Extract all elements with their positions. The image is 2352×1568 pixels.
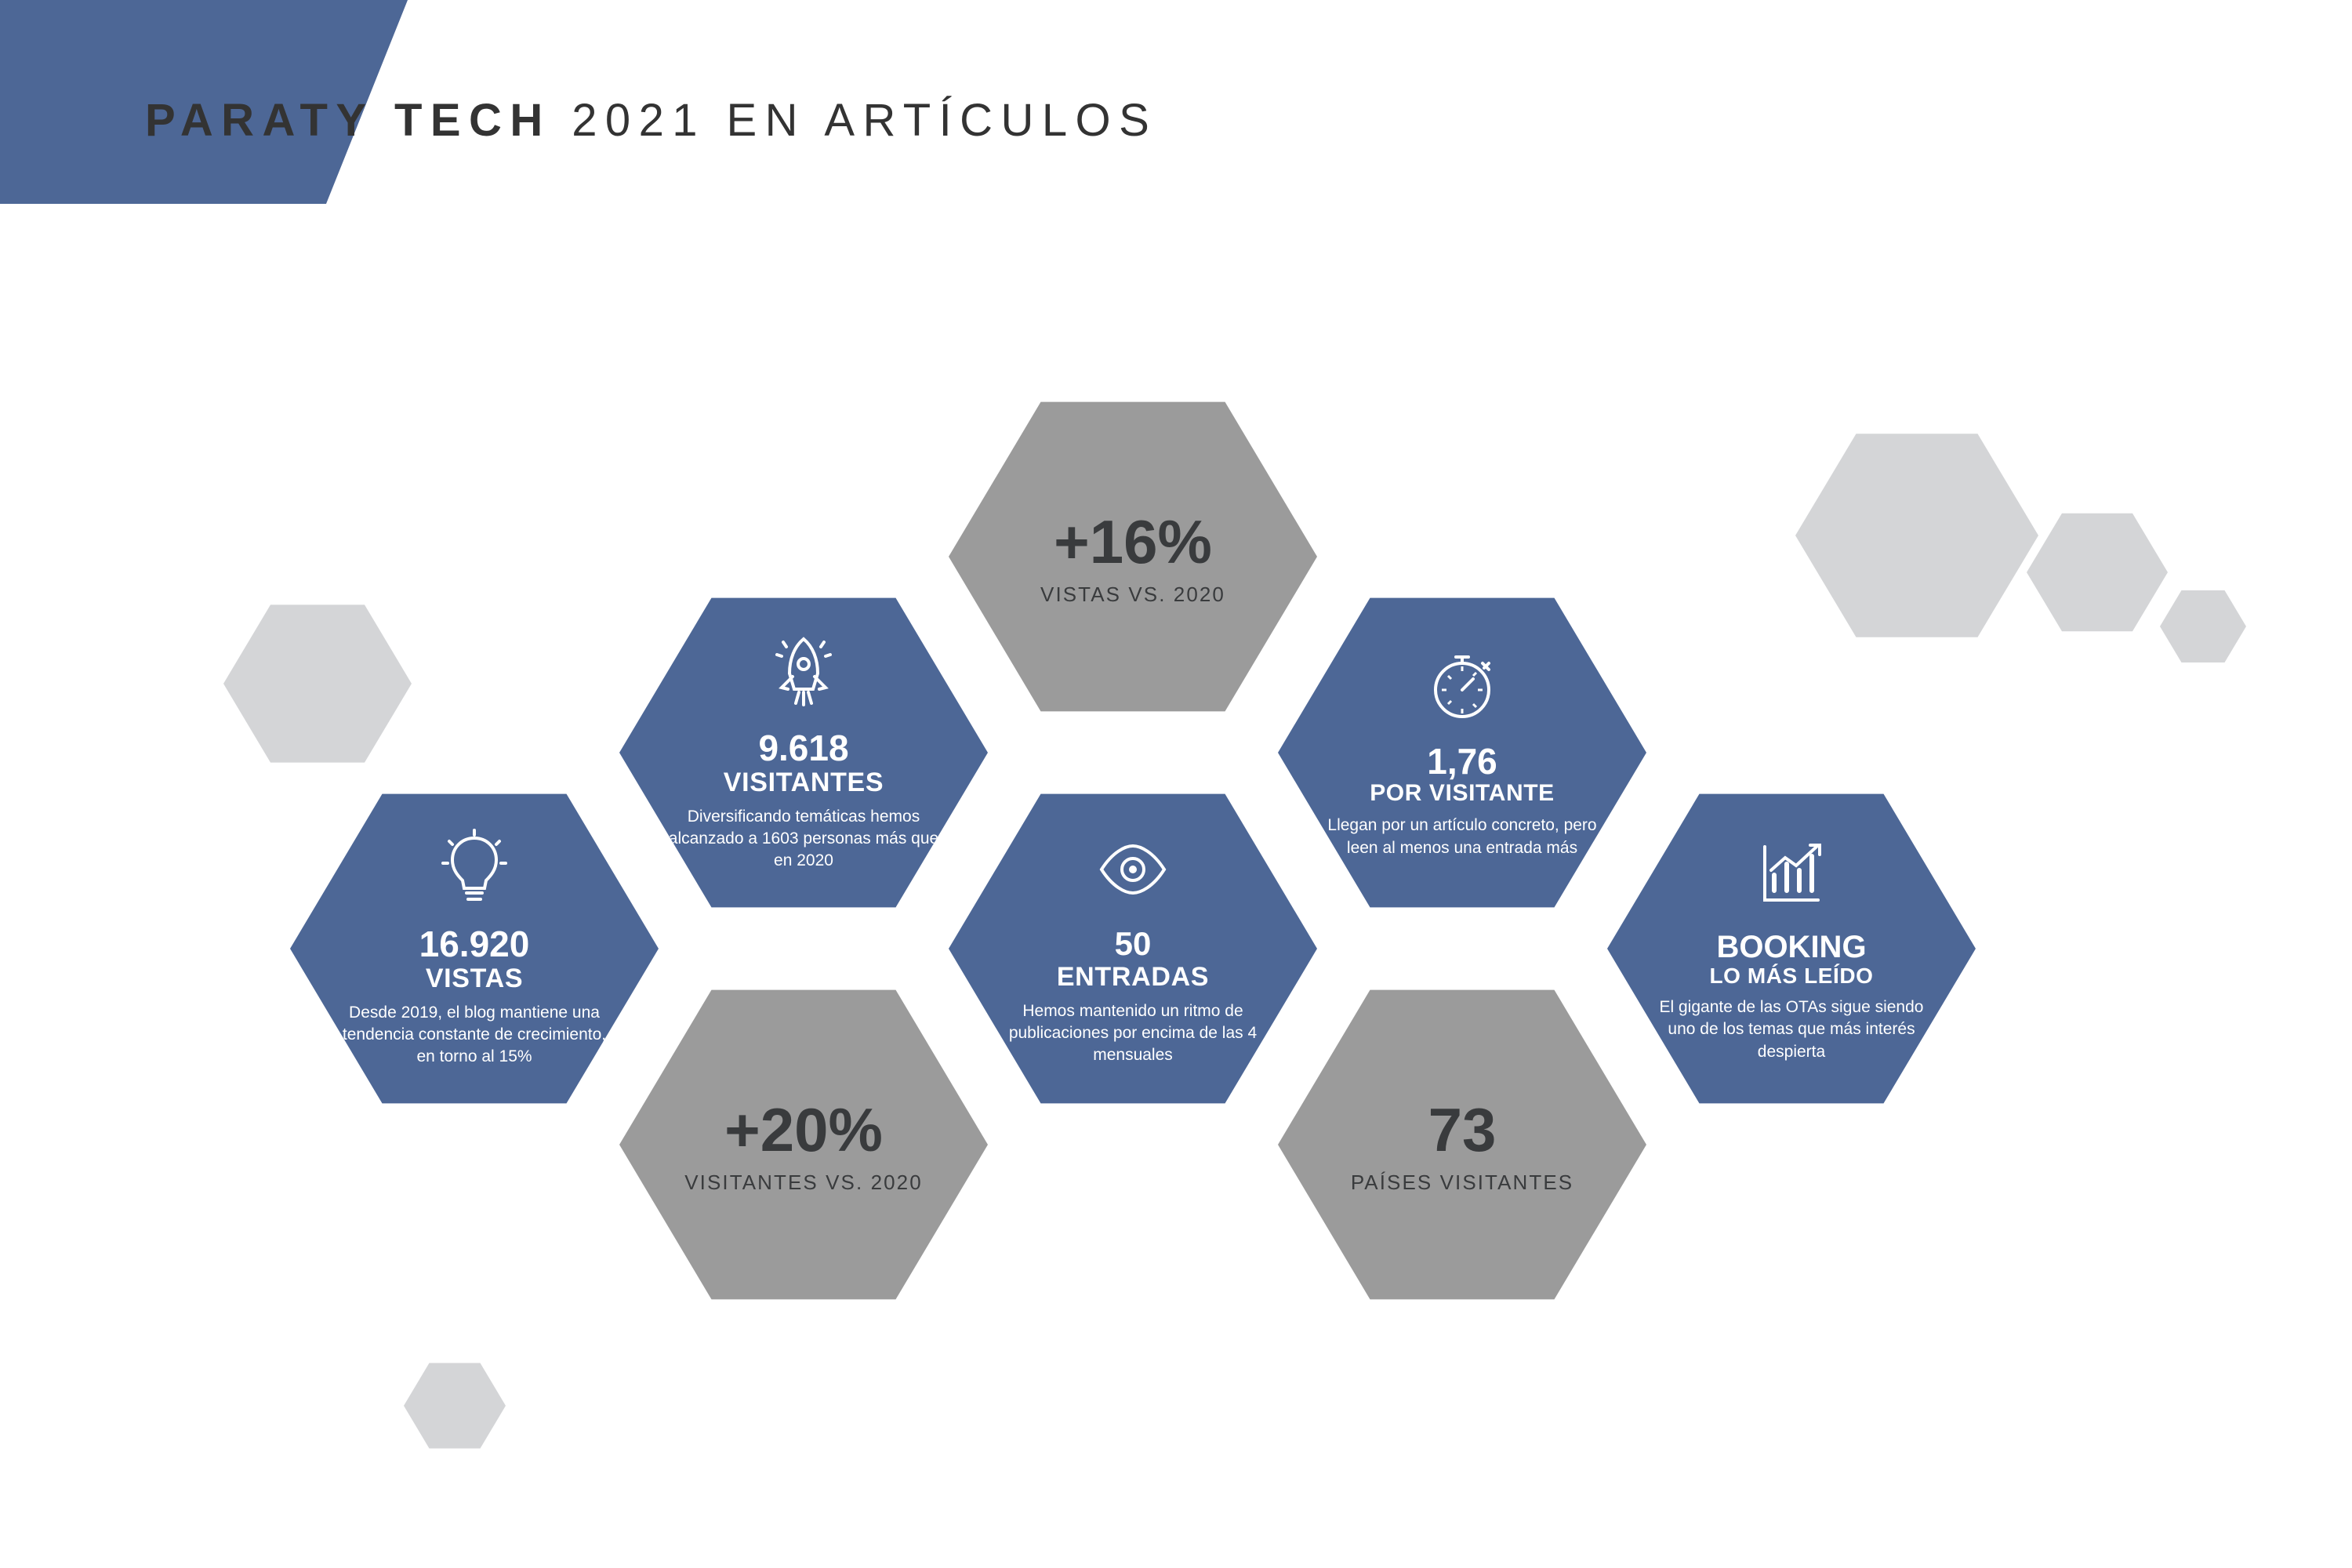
eye-icon bbox=[1094, 830, 1172, 913]
stat-desc: Diversificando temáticas hemos alcanzado… bbox=[662, 806, 945, 873]
deco-hex bbox=[2160, 588, 2246, 665]
stat-value: +16% bbox=[1054, 506, 1212, 578]
hex-por-visitante: 1,76 POR VISITANTE Llegan por un artícul… bbox=[1278, 588, 1646, 917]
deco-hex bbox=[2027, 510, 2168, 635]
hex-paises: 73 PAÍSES VISITANTES bbox=[1278, 980, 1646, 1309]
lightbulb-icon bbox=[435, 829, 514, 911]
hex-booking: BOOKING LO MÁS LEÍDO El gigante de las O… bbox=[1607, 784, 1976, 1113]
stat-value: 50 bbox=[1115, 927, 1152, 961]
title-bold: PARATY TECH bbox=[145, 95, 551, 146]
rocket-icon bbox=[764, 633, 843, 715]
stat-sublabel: VISTAS VS. 2020 bbox=[1040, 583, 1225, 607]
stat-label: LO MÁS LEÍDO bbox=[1710, 964, 1874, 989]
stat-desc: Hemos mantenido un ritmo de publicacione… bbox=[992, 1000, 1274, 1067]
stat-value: 73 bbox=[1428, 1094, 1497, 1166]
stat-label: VISITANTES bbox=[724, 768, 884, 798]
stat-sublabel: VISITANTES VS. 2020 bbox=[684, 1171, 922, 1195]
hex-vistas: 16.920 VISTAS Desde 2019, el blog mantie… bbox=[290, 784, 659, 1113]
stat-value: 9.618 bbox=[758, 729, 848, 767]
stat-sublabel: PAÍSES VISITANTES bbox=[1351, 1171, 1573, 1195]
page-title: PARATY TECH 2021 EN ARTÍCULOS bbox=[145, 94, 1157, 147]
deco-hex bbox=[404, 1360, 506, 1451]
stat-value: +20% bbox=[724, 1094, 883, 1166]
stat-value: 16.920 bbox=[419, 925, 530, 963]
stat-label: ENTRADAS bbox=[1057, 962, 1209, 993]
hex-visitantes-pct: +20% VISITANTES VS. 2020 bbox=[619, 980, 988, 1309]
hex-vistas-pct: +16% VISTAS VS. 2020 bbox=[949, 392, 1317, 721]
stat-label: POR VISITANTE bbox=[1370, 780, 1555, 807]
stopwatch-icon bbox=[1423, 646, 1501, 728]
stat-desc: Llegan por un artículo concreto, pero le… bbox=[1321, 815, 1603, 859]
stat-label: VISTAS bbox=[426, 964, 523, 994]
stat-value: 1,76 bbox=[1427, 742, 1497, 780]
stat-desc: El gigante de las OTAs sigue siendo uno … bbox=[1650, 996, 1933, 1063]
chart-icon bbox=[1752, 834, 1831, 916]
stat-desc: Desde 2019, el blog mantiene una tendenc… bbox=[333, 1002, 615, 1069]
hex-entradas: 50 ENTRADAS Hemos mantenido un ritmo de … bbox=[949, 784, 1317, 1113]
hex-visitantes: 9.618 VISITANTES Diversificando temática… bbox=[619, 588, 988, 917]
deco-hex bbox=[223, 600, 412, 768]
stat-value: BOOKING bbox=[1716, 931, 1866, 964]
title-light: 2021 EN ARTÍCULOS bbox=[551, 95, 1158, 146]
deco-hex bbox=[1795, 427, 2038, 644]
